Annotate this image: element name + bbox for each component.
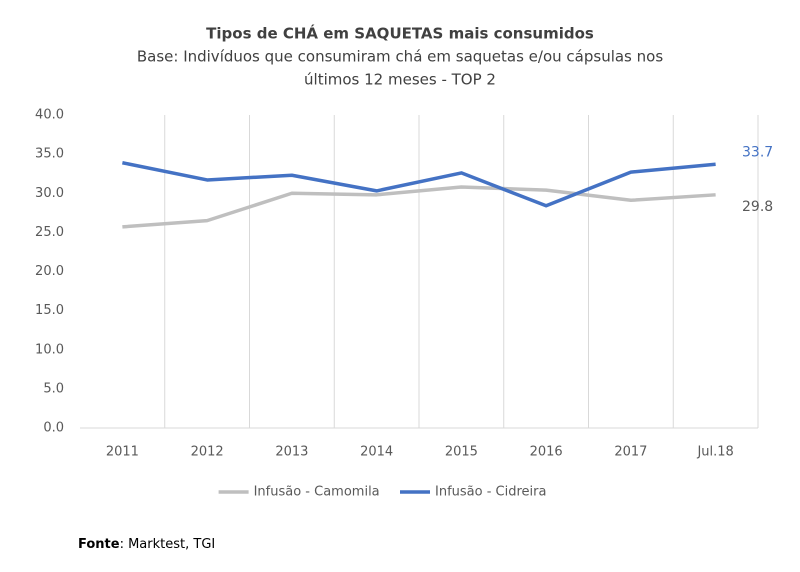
source-text: : Marktest, TGI [120, 537, 216, 552]
legend-label: Infusão - Cidreira [435, 485, 546, 500]
x-tick-label: 2011 [106, 445, 139, 460]
source-label: Fonte [78, 537, 120, 552]
source: Fonte: Marktest, TGI [78, 537, 215, 552]
y-tick-label: 10.0 [35, 342, 64, 357]
y-tick-label: 0.0 [43, 421, 64, 436]
y-tick-label: 30.0 [35, 186, 64, 201]
x-tick-label: Jul.18 [696, 445, 733, 460]
x-tick-label: 2015 [445, 445, 478, 460]
x-tick-label: 2014 [360, 445, 393, 460]
y-tick-label: 25.0 [35, 225, 64, 240]
data-label: 29.8 [742, 199, 773, 215]
x-tick-label: 2017 [614, 445, 647, 460]
data-line [122, 185, 716, 229]
data-line [122, 161, 716, 208]
chart-subtitle: Base: Indivíduos que consumiram chá em s… [137, 48, 663, 66]
y-tick-label: 40.0 [35, 108, 64, 123]
y-tick-label: 35.0 [35, 147, 64, 162]
chart-title: Tipos de CHÁ em SAQUETAS mais consumidos [206, 24, 594, 43]
data-label: 33.7 [742, 144, 773, 160]
x-tick-label: 2016 [530, 445, 563, 460]
x-tick-label: 2012 [191, 445, 224, 460]
y-tick-label: 5.0 [43, 381, 64, 396]
y-tick-label: 20.0 [35, 264, 64, 279]
chart-subtitle: últimos 12 meses - TOP 2 [304, 71, 496, 89]
y-tick-label: 15.0 [35, 303, 64, 318]
x-tick-label: 2013 [275, 445, 308, 460]
legend-label: Infusão - Camomila [254, 485, 380, 500]
